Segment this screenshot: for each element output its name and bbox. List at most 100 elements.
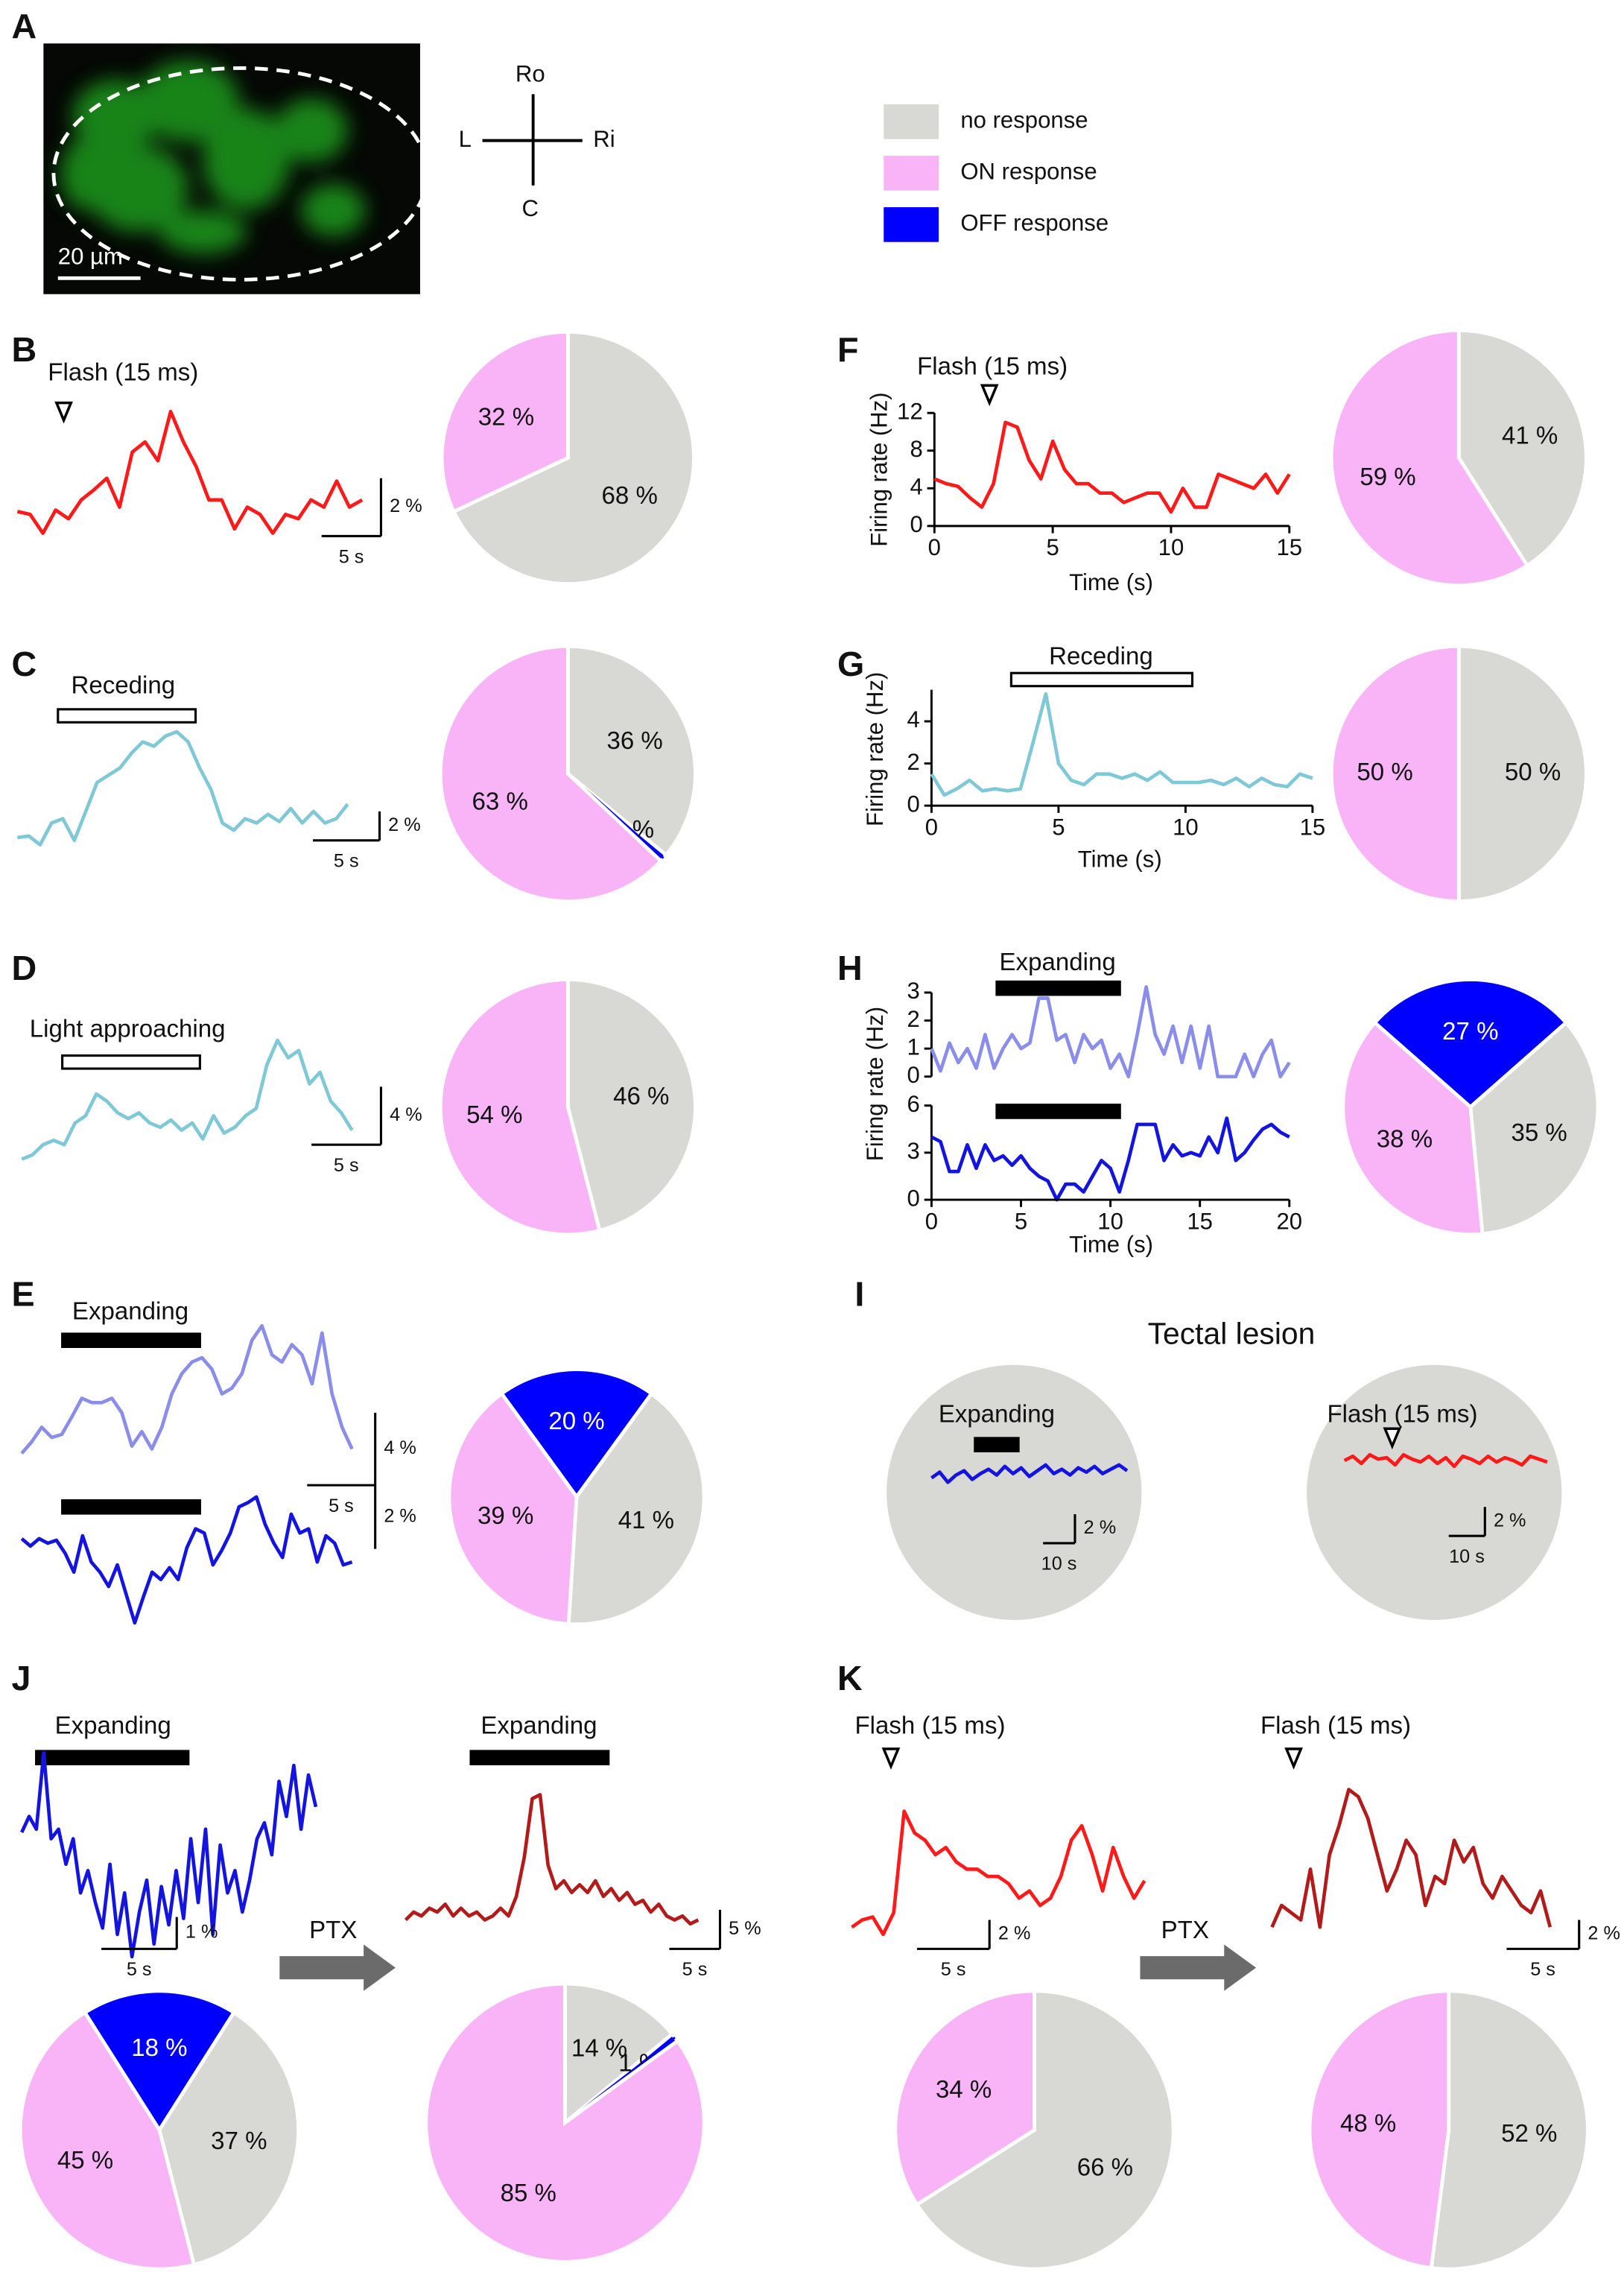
legend-swatch [884,156,939,191]
stimulus-label: Flash (15 ms) [854,1712,1005,1740]
pie-label: 45 % [57,2147,113,2174]
stimulus-bar [974,1437,1020,1452]
scale-bar-label: 2 % [998,1923,1031,1944]
pie-label: 38 % [1377,1125,1433,1153]
scale-bar-label: 4 % [390,1104,422,1125]
x-tick-label: 0 [925,1208,938,1234]
x-axis-label: Time (s) [1078,846,1162,872]
pie-slice [18,2010,197,2271]
stimulus-label: Expanding [480,1712,597,1740]
x-tick-label: 15 [1276,534,1302,560]
scale-bar-label: 5 % [729,1918,761,1939]
panel-label: K [837,1659,863,1697]
panel-label: F [837,330,859,369]
scale-bar-label: 1 % [185,1922,218,1943]
pie-slice [440,329,570,514]
stimulus-label: Expanding [1000,949,1116,976]
backdrop [886,1364,1142,1620]
scale-bar-label: 5 s [1530,1959,1555,1980]
pie-label: 18 % [131,2034,187,2062]
stimulus-bar [61,1332,201,1348]
x-tick-label: 5 [1015,1208,1027,1234]
stimulus-marker [881,1747,901,1770]
y-tick-label: 8 [910,436,922,462]
legend-label: OFF response [960,210,1108,236]
stimulus-marker [980,384,999,407]
pie-label: 35 % [1511,1119,1567,1147]
stimulus-label: Flash (15 ms) [917,353,1068,381]
pie-label: 37 % [211,2127,267,2155]
scale-bar-label: 2 % [1084,1517,1117,1538]
compass-label: Ro [516,60,545,86]
panel-label: A [12,7,37,45]
pie-slice [566,1390,706,1627]
x-tick-label: 15 [1187,1208,1213,1234]
pie-slice [447,1390,579,1627]
y-axis-label: Firing rate (Hz) [862,1007,888,1161]
pie-label: 50 % [1505,759,1561,786]
backdrop [1307,1364,1562,1620]
panel-label: H [837,949,863,987]
pie-slice [451,329,696,586]
pie-slice [157,2010,301,2268]
pie-label: 39 % [478,1502,533,1530]
trace [404,1793,700,1926]
x-axis-label: Time (s) [1069,569,1153,595]
pie-slice [438,644,664,903]
x-tick-label: 0 [925,814,938,840]
stimulus-label: Receding [1049,643,1153,671]
pie-label: 41 % [1502,423,1558,450]
pie-label: 85 % [501,2180,556,2207]
y-tick-label: 0 [907,791,920,817]
compass-label: C [522,195,539,221]
y-tick-label: 4 [910,474,922,500]
stimulus-bar [995,1104,1121,1119]
panel-title: Tectal lesion [1148,1317,1316,1351]
y-tick-label: 0 [907,1062,920,1088]
panel-label: I [854,1275,864,1314]
panel-label: B [12,330,37,369]
pie-label: 59 % [1360,463,1415,491]
scale-bar-label: 20 µm [58,243,123,269]
y-tick-label: 3 [907,1138,920,1164]
stimulus-label: Light approaching [30,1015,226,1042]
legend-swatch [884,207,939,242]
trace [20,1323,354,1455]
legend-swatch [884,104,939,139]
x-tick-label: 10 [1173,814,1199,840]
stimulus-label: Expanding [72,1297,188,1325]
scale-bar-label: 4 % [384,1437,416,1458]
scale-bar-label: 10 s [1449,1546,1485,1567]
scale-bar-label: 5 s [334,851,359,872]
x-tick-label: 5 [1046,534,1059,560]
pie-slice [1429,1989,1590,2271]
x-tick-label: 10 [1097,1208,1123,1234]
line-series [930,985,1291,1079]
pie-slice [1329,328,1530,588]
stimulus-bar [469,1750,610,1766]
stimulus-bar [57,708,197,724]
scale-bar-label: 5 s [127,1959,152,1980]
scale-bar-label: 5 s [329,1496,354,1516]
x-tick-label: 20 [1276,1208,1302,1234]
scale-bar-label: 2 % [1587,1923,1620,1944]
arrow [279,1944,396,1991]
panel-label: E [12,1275,35,1314]
pie-label: 50 % [1357,759,1412,786]
pie-label: 34 % [936,2076,992,2104]
stimulus-marker [54,401,73,424]
pie-slice [565,978,697,1233]
trace [20,1750,318,1959]
scale-bar-label: 5 s [334,1155,359,1176]
pie-slice [562,1981,675,2127]
pie-slice [1307,1989,1451,2271]
pie-label: 48 % [1340,2110,1396,2137]
stimulus-label: Flash (15 ms) [48,358,198,386]
scale-bar-label: 5 s [339,546,364,567]
x-axis-label: Time (s) [1069,1232,1153,1258]
pie-slice [1456,644,1588,903]
trace [17,730,349,847]
pie-slice [565,644,697,858]
